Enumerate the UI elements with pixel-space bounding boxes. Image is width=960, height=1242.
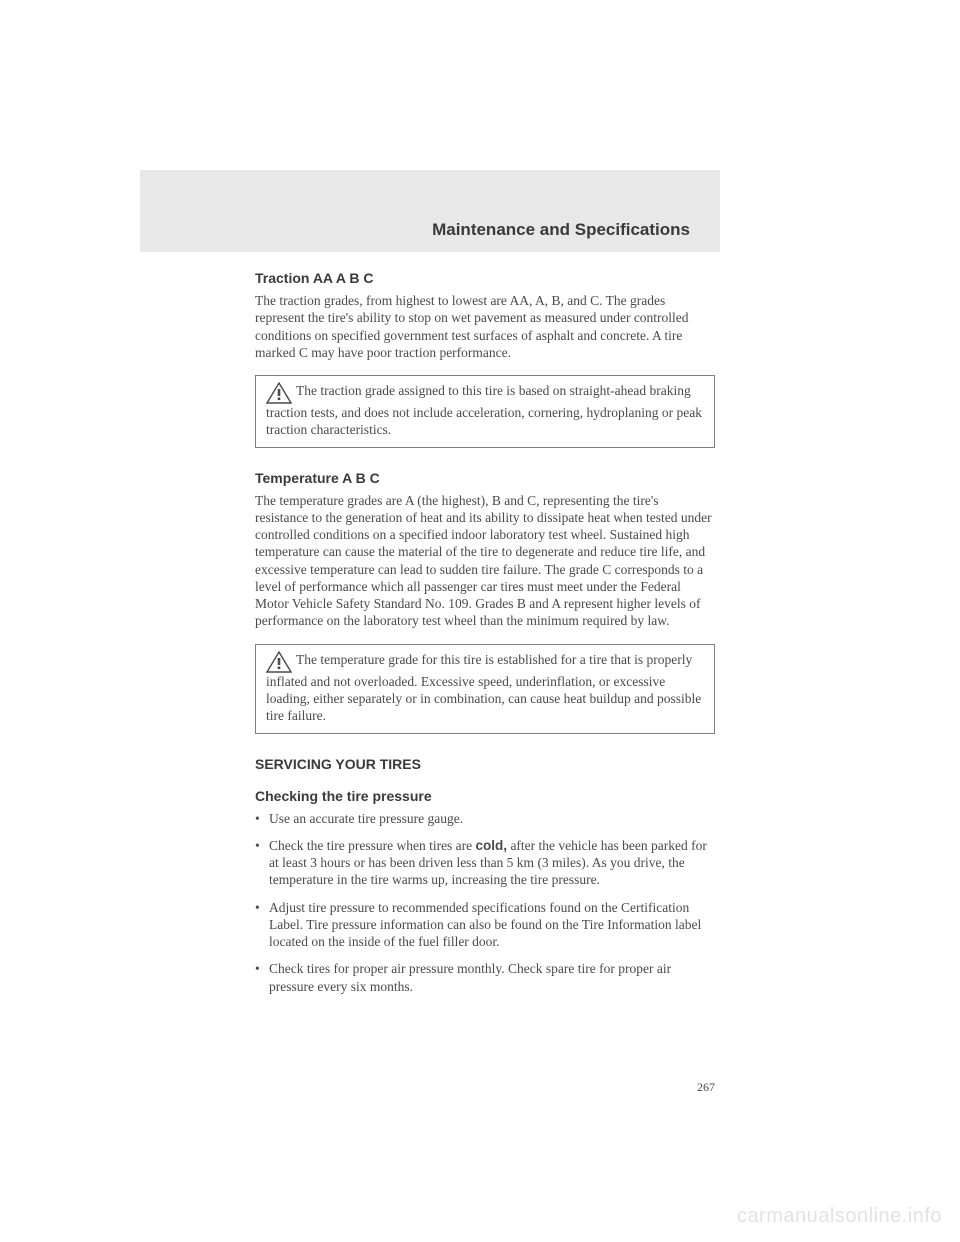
temperature-warning-text: The temperature grade for this tire is e… [266,652,701,724]
warning-icon [266,382,292,404]
temperature-body: The temperature grades are A (the highes… [255,492,715,630]
tire-pressure-list: Use an accurate tire pressure gauge. Che… [255,810,715,995]
temperature-heading: Temperature A B C [255,470,715,486]
traction-heading: Traction AA A B C [255,270,715,286]
list-item: Use an accurate tire pressure gauge. [269,810,715,827]
temperature-warning-box: The temperature grade for this tire is e… [255,644,715,734]
bullet-text-bold: cold, [476,838,508,853]
traction-warning-box: The traction grade assigned to this tire… [255,375,715,448]
watermark: carmanualsonline.info [737,1205,942,1228]
list-item: Check the tire pressure when tires are c… [269,837,715,889]
warning-icon [266,651,292,673]
page-number: 267 [697,1080,715,1095]
list-item: Check tires for proper air pressure mont… [269,960,715,995]
traction-body: The traction grades, from highest to low… [255,292,715,361]
bullet-text-pre: Check the tire pressure when tires are [269,838,476,853]
checking-subheading: Checking the tire pressure [255,788,715,804]
servicing-heading: SERVICING YOUR TIRES [255,756,715,772]
list-item: Adjust tire pressure to recommended spec… [269,899,715,951]
traction-warning-text: The traction grade assigned to this tire… [266,383,702,437]
page-content: Traction AA A B C The traction grades, f… [255,170,715,905]
